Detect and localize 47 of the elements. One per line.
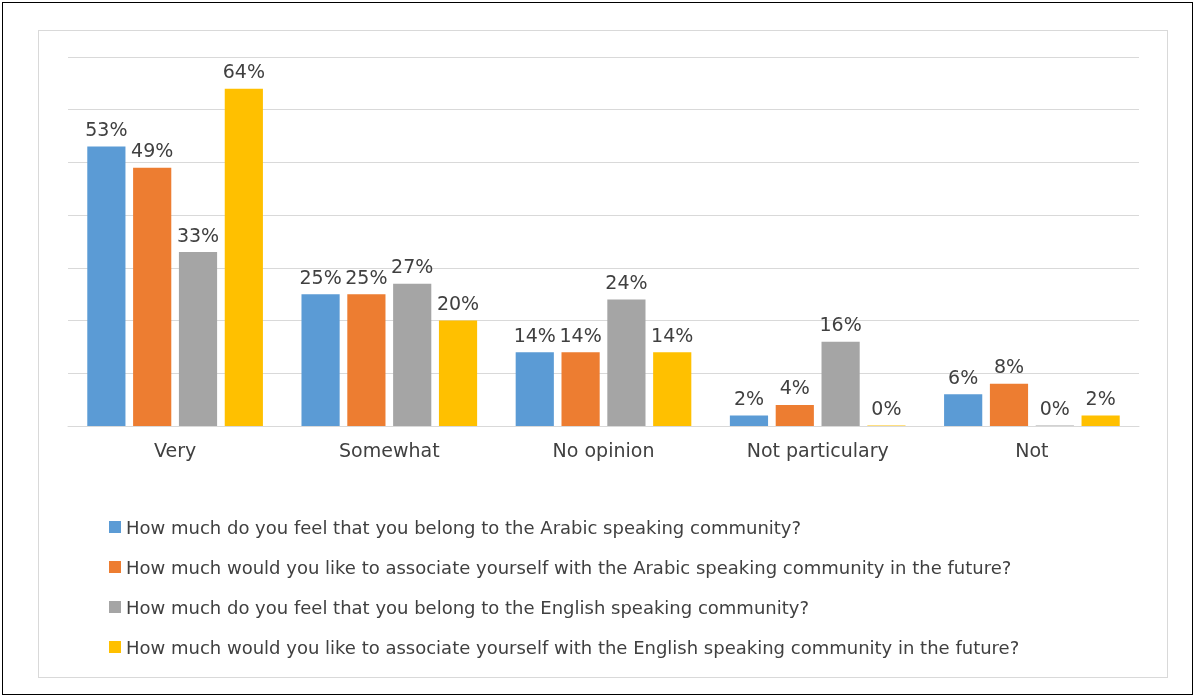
- data-label: 14%: [651, 323, 694, 346]
- bar: [729, 415, 769, 426]
- bar: [224, 88, 263, 426]
- data-label: 20%: [436, 292, 480, 315]
- bar: [821, 341, 860, 426]
- bar: [989, 383, 1029, 426]
- legend-label: How much would you like to associate yourself with the English speaking community in the future?: [126, 636, 1020, 658]
- x-tick-label: Not: [1015, 438, 1049, 461]
- bar: [515, 352, 554, 426]
- bar: [775, 404, 814, 426]
- data-label: 25%: [299, 265, 342, 288]
- bar: [944, 394, 983, 426]
- data-label: 2%: [1085, 386, 1116, 409]
- data-label: 14%: [513, 323, 556, 346]
- bar: [87, 146, 126, 426]
- bar: [393, 283, 432, 426]
- data-label: 64%: [222, 60, 265, 83]
- data-label: 25%: [345, 265, 388, 288]
- legend-label: How much do you feel that you belong to the English speaking community?: [126, 596, 809, 618]
- bar: [561, 352, 600, 426]
- data-label: 0%: [871, 397, 902, 419]
- data-label: 27%: [391, 255, 434, 278]
- bar: [607, 299, 646, 426]
- x-tick-label: Very: [153, 438, 197, 461]
- bar: [347, 294, 386, 426]
- bar: [653, 352, 692, 426]
- data-label: 49%: [131, 139, 174, 162]
- bar: [133, 167, 172, 426]
- data-label: 16%: [819, 313, 862, 336]
- data-label: 6%: [948, 365, 979, 388]
- x-tick-label: No opinion: [552, 438, 655, 461]
- bar: [438, 320, 478, 426]
- bar: [1081, 415, 1120, 426]
- data-label: 4%: [779, 376, 810, 399]
- legend-label: How much do you feel that you belong to the Arabic speaking community?: [126, 516, 802, 538]
- data-label: 24%: [605, 270, 648, 293]
- legend-label: How much would you like to associate yourself with the Arabic speaking community in the future?: [126, 556, 1012, 578]
- data-label: 0%: [1039, 397, 1070, 419]
- data-label: 53%: [85, 118, 128, 141]
- bar: [178, 252, 218, 426]
- data-label: 14%: [559, 323, 602, 346]
- bar: [301, 294, 340, 426]
- data-label: 2%: [733, 386, 765, 409]
- x-tick-label: Not particulary: [746, 438, 889, 461]
- data-label: 33%: [176, 223, 220, 246]
- x-tick-label: Somewhat: [339, 438, 440, 461]
- data-label: 8%: [993, 355, 1025, 378]
